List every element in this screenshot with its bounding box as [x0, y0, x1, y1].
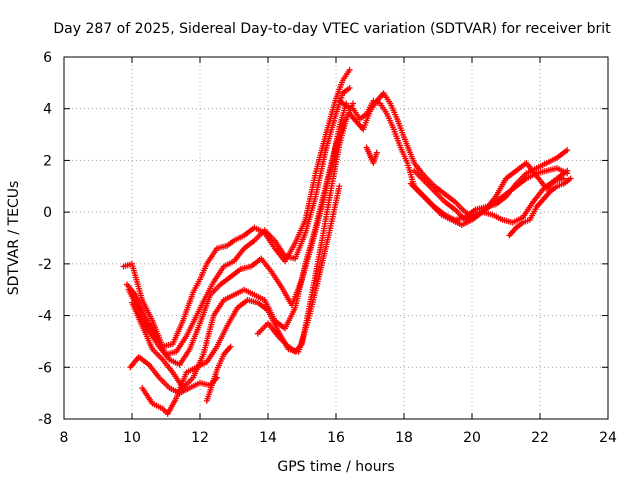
data-point-marker	[227, 343, 234, 350]
series-track	[411, 165, 571, 223]
data-point-marker	[564, 147, 571, 154]
data-point-marker	[350, 100, 356, 107]
y-tick-label: 4	[43, 102, 52, 118]
y-tick-label: -6	[38, 360, 52, 376]
x-tick-labels: 8 10 12 14 16 18 20 22 24	[60, 430, 617, 446]
y-tick-labels: -8 -6 -4 -2 0 2 4 6	[38, 50, 52, 428]
x-tick-label: 10	[123, 430, 141, 446]
chart-title: Day 287 of 2025, Sidereal Day-to-day VTE…	[53, 21, 611, 37]
x-tick-label: 18	[395, 430, 413, 446]
y-axis-label: SDTVAR / TECUs	[6, 181, 22, 296]
x-tick-label: 20	[463, 430, 481, 446]
data-point-marker	[336, 183, 343, 190]
series-track	[139, 183, 343, 417]
data-markers	[120, 66, 574, 417]
data-point-marker	[346, 85, 353, 92]
y-tick-label: 6	[43, 50, 52, 66]
x-axis-label: GPS time / hours	[277, 459, 394, 475]
series-track	[120, 66, 353, 350]
y-tick-label: -2	[38, 257, 52, 273]
x-tick-label: 24	[599, 430, 617, 446]
x-tick-label: 12	[191, 430, 209, 446]
data-point-marker	[567, 175, 574, 182]
series-track	[254, 100, 356, 355]
series-track	[506, 175, 574, 239]
y-tick-label: 2	[43, 153, 52, 169]
series-track	[203, 343, 234, 404]
series-track	[363, 144, 380, 167]
x-tick-label: 8	[60, 430, 69, 446]
y-tick-label: -8	[38, 412, 52, 428]
x-tick-label: 16	[327, 430, 345, 446]
data-point-marker	[564, 170, 571, 177]
x-tick-label: 22	[531, 430, 549, 446]
data-point-marker	[560, 175, 567, 182]
axis-ticks	[63, 56, 609, 420]
data-point-marker	[346, 66, 353, 73]
y-tick-label: 0	[43, 205, 52, 221]
series-track	[127, 353, 220, 397]
y-tick-label: -4	[38, 309, 52, 325]
x-tick-label: 14	[259, 430, 277, 446]
series-track	[407, 175, 567, 229]
data-point-marker	[373, 149, 380, 156]
series-track	[129, 116, 350, 391]
